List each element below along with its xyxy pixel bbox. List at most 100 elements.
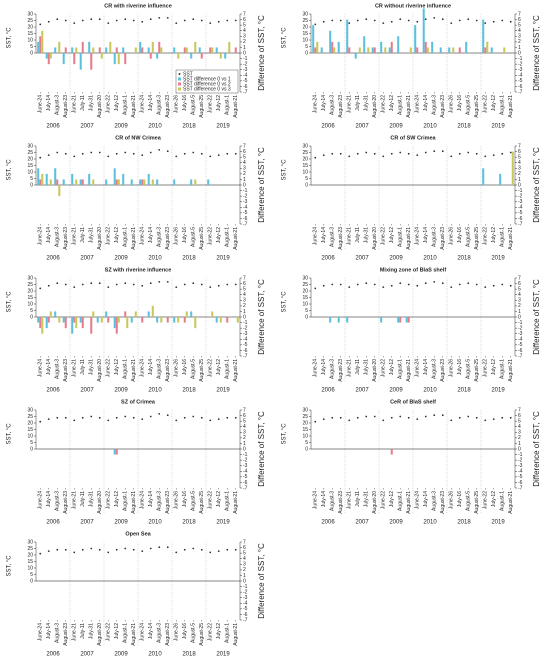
difference-bar bbox=[173, 47, 176, 53]
year-label: 2006 bbox=[321, 388, 335, 394]
x-tick-label: July-11 bbox=[355, 95, 361, 111]
x-tick-label: August-23 bbox=[63, 95, 69, 118]
x-tick-label: August-21 bbox=[131, 623, 137, 646]
x-tick-label: August-1 bbox=[398, 491, 404, 511]
x-tick-label: August-21 bbox=[406, 95, 412, 118]
difference-bar bbox=[397, 36, 400, 53]
difference-bar bbox=[96, 317, 99, 323]
sst-point bbox=[192, 18, 195, 21]
y-tick-label: 15 bbox=[302, 163, 308, 169]
difference-bar bbox=[71, 317, 74, 334]
sst-point bbox=[501, 416, 504, 419]
x-tick-label: June-21 bbox=[347, 491, 353, 509]
y2-tick-label: -4 bbox=[243, 73, 248, 79]
year-label: 2007 bbox=[80, 256, 94, 262]
difference-bar bbox=[407, 317, 410, 323]
sst-point bbox=[416, 20, 419, 23]
sst-point bbox=[458, 283, 461, 286]
legend-swatch bbox=[178, 82, 181, 86]
year-label: 2007 bbox=[355, 256, 369, 262]
difference-bar bbox=[141, 317, 144, 323]
x-tick-label: August-3 bbox=[55, 491, 61, 511]
panel-title: SZ with riverine influence bbox=[105, 267, 172, 273]
sst-point bbox=[356, 416, 359, 419]
y2-tick-label: 1 bbox=[243, 441, 246, 447]
y2-tick-label: -1 bbox=[243, 56, 248, 62]
x-tick-label: June-26 bbox=[449, 95, 455, 113]
y2-tick-label: 6 bbox=[518, 281, 521, 287]
x-tick-label: June-26 bbox=[449, 491, 455, 509]
sst-point bbox=[492, 154, 495, 156]
sst-point bbox=[209, 286, 212, 288]
y-tick-label: 20 bbox=[302, 156, 308, 162]
y2-tick-label: -6 bbox=[518, 84, 523, 90]
sst-point bbox=[90, 547, 93, 550]
sst-point bbox=[90, 151, 93, 154]
y2-tick-label: 3 bbox=[243, 562, 246, 568]
sst-point bbox=[47, 550, 50, 552]
difference-bar bbox=[236, 317, 239, 323]
year-label: 2006 bbox=[321, 520, 335, 526]
difference-bar bbox=[139, 179, 142, 185]
y-tick-label: 25 bbox=[27, 282, 33, 288]
y-tick-label: 25 bbox=[27, 546, 33, 552]
x-tick-label: August-3 bbox=[432, 359, 438, 379]
y2-tick-label: 2 bbox=[518, 171, 521, 177]
difference-bar bbox=[49, 53, 52, 59]
y2-tick-label: -1 bbox=[243, 452, 248, 458]
sst-point bbox=[348, 286, 351, 288]
x-tick-label: June-22 bbox=[483, 491, 489, 509]
y-tick-label: 5 bbox=[30, 308, 33, 314]
x-tick-label: August-20 bbox=[97, 491, 103, 514]
sst-point bbox=[226, 548, 229, 551]
sst-point bbox=[183, 283, 186, 286]
difference-bar bbox=[92, 179, 95, 185]
sst-point bbox=[200, 283, 203, 286]
y-tick-label: 10 bbox=[27, 301, 33, 307]
y2-tick-label: -2 bbox=[243, 457, 248, 463]
sst-point bbox=[314, 287, 317, 290]
x-tick-label: August-1 bbox=[123, 623, 129, 643]
sst-point bbox=[64, 19, 67, 22]
difference-bar bbox=[109, 41, 112, 53]
sst-point bbox=[107, 286, 110, 288]
y2-tick-label: 7 bbox=[243, 407, 246, 413]
sst-point bbox=[158, 546, 161, 549]
sst-point bbox=[175, 419, 178, 422]
sst-point bbox=[314, 420, 317, 423]
difference-bar bbox=[314, 47, 317, 53]
x-tick-label: August-25 bbox=[199, 623, 205, 646]
difference-bar bbox=[346, 317, 349, 323]
difference-bar bbox=[226, 317, 229, 323]
y2-tick-label: 1 bbox=[243, 177, 246, 183]
y2-tick-label: -3 bbox=[243, 67, 248, 73]
difference-bar bbox=[424, 41, 427, 53]
sst-point bbox=[39, 420, 42, 423]
x-tick-label: July-31 bbox=[364, 491, 370, 507]
sst-point bbox=[484, 155, 487, 158]
x-tick-label: June-26 bbox=[174, 359, 180, 377]
y2-tick-label: 2 bbox=[518, 303, 521, 309]
x-tick-label: August-3 bbox=[157, 359, 163, 379]
x-tick-label: June-22 bbox=[483, 227, 489, 245]
panel-title: CR of NW Crimea bbox=[115, 135, 161, 141]
sst-point bbox=[175, 286, 178, 288]
difference-bar bbox=[160, 317, 163, 323]
sst-point bbox=[107, 22, 110, 24]
sst-point bbox=[124, 282, 127, 285]
sst-point bbox=[407, 19, 410, 22]
y2-axis-label: Difference of SST, °C bbox=[257, 411, 266, 487]
x-tick-label: June-22 bbox=[381, 491, 387, 509]
difference-bar bbox=[499, 173, 502, 185]
y2-axis-label: Difference of SST, °C bbox=[532, 147, 541, 223]
x-tick-label: August-21 bbox=[233, 491, 239, 514]
x-tick-label: August-1 bbox=[398, 95, 404, 115]
x-tick-label: August-25 bbox=[474, 359, 480, 382]
x-tick-label: August-23 bbox=[165, 359, 171, 382]
sst-point bbox=[441, 414, 444, 417]
y2-tick-label: 6 bbox=[518, 17, 521, 23]
difference-bar bbox=[215, 317, 218, 323]
y-tick-label: 30 bbox=[27, 539, 33, 545]
x-tick-label: August-1 bbox=[225, 623, 231, 643]
y-tick-label: 5 bbox=[305, 176, 308, 182]
